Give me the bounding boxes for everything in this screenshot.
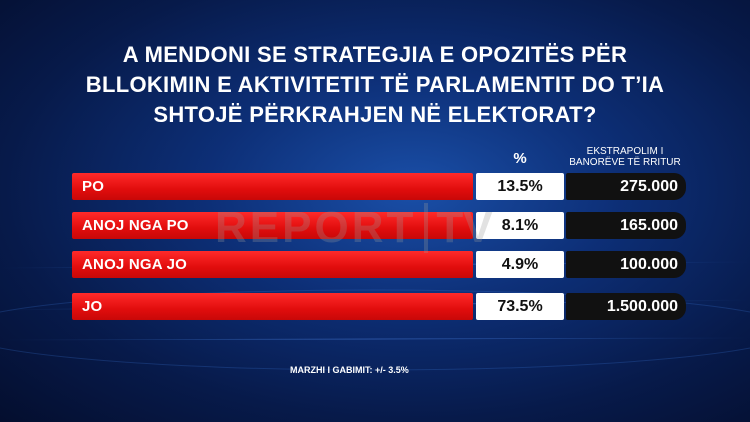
extrapolation-value: 165.000 [566, 212, 686, 239]
table-row: ANOJ NGA JO 4.9% 100.000 [72, 251, 686, 278]
extrapolation-value: 100.000 [566, 251, 686, 278]
row-label: JO [82, 298, 103, 315]
bar-anoj-nga-jo [72, 251, 473, 278]
row-label: ANOJ NGA JO [82, 256, 187, 273]
percent-value: 8.1% [476, 212, 564, 239]
bar-anoj-nga-po [72, 212, 473, 239]
row-label: PO [82, 178, 105, 195]
table-row: ANOJ NGA PO 8.1% 165.000 [72, 212, 686, 239]
percent-value: 4.9% [476, 251, 564, 278]
margin-of-error: MARZHI I GABIMIT: +/- 3.5% [290, 365, 409, 375]
percent-value: 73.5% [476, 293, 564, 320]
table-row: JO 73.5% 1.500.000 [72, 293, 686, 320]
column-header-percent: % [513, 150, 527, 167]
extrapolation-value: 1.500.000 [566, 293, 686, 320]
column-header-extrapolation: EKSTRAPOLIM I BANORËVE TË RRITUR [569, 146, 681, 168]
table-row: PO 13.5% 275.000 [72, 173, 686, 200]
percent-value: 13.5% [476, 173, 564, 200]
extrapolation-value: 275.000 [566, 173, 686, 200]
chart-title: A MENDONI SE STRATEGJIA E OPOZITËS PËR B… [85, 42, 665, 127]
bar-jo [72, 293, 473, 320]
bar-po [72, 173, 473, 200]
row-label: ANOJ NGA PO [82, 217, 189, 234]
